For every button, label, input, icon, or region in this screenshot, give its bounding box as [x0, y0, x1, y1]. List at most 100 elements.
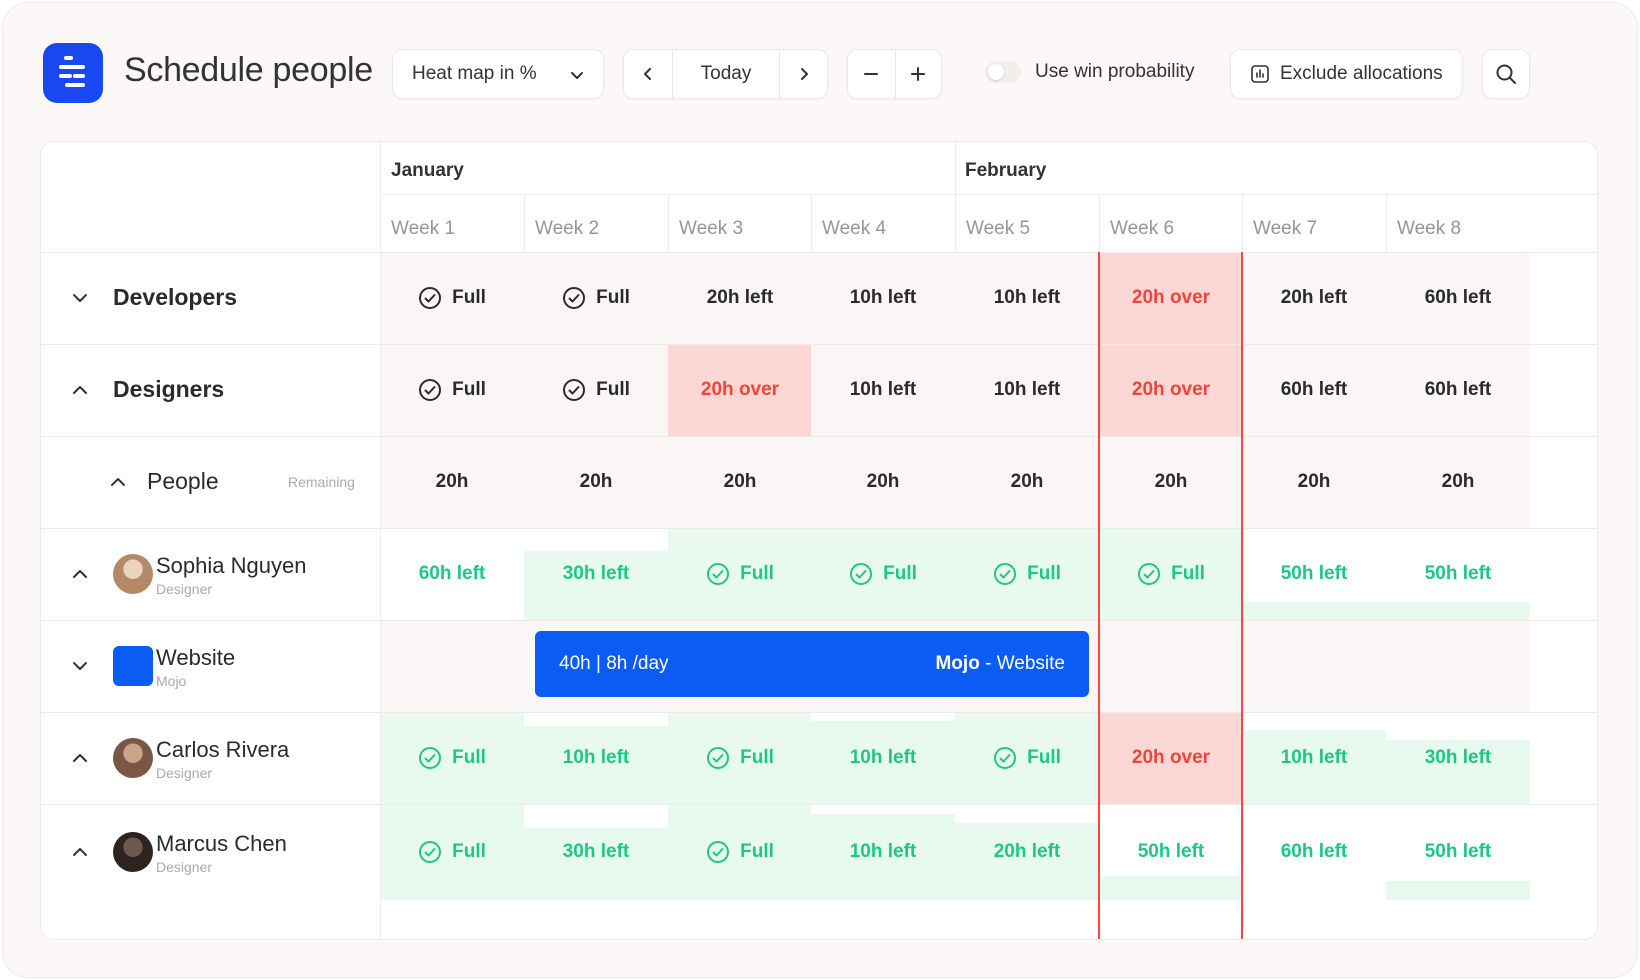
week-cell[interactable]: 10h left	[1242, 712, 1386, 804]
week-cell[interactable]: 50h left	[1099, 804, 1243, 900]
week-cell[interactable]: 60h left	[380, 528, 524, 620]
allocation-booking[interactable]: 40h | 8h /day Mojo - Website	[535, 631, 1089, 697]
week-cell[interactable]: Full	[668, 528, 812, 620]
win-probability-toggle[interactable]: Use win probability	[985, 61, 1194, 83]
project-week-cell[interactable]	[1099, 620, 1243, 712]
person-name[interactable]: Sophia Nguyen	[156, 553, 307, 578]
project-name[interactable]: Website	[156, 645, 236, 670]
search-button[interactable]	[1482, 49, 1530, 99]
week-cell[interactable]: Full	[668, 804, 812, 900]
week-cell[interactable]: 50h left	[1386, 804, 1530, 900]
row-label-developers	[41, 252, 397, 344]
cell-background	[811, 252, 955, 344]
week-cell[interactable]: Full	[380, 712, 524, 804]
cell-background	[811, 344, 955, 436]
week-cell[interactable]: 10h left	[955, 344, 1099, 436]
week-cell[interactable]: 60h left	[1242, 344, 1386, 436]
today-button[interactable]: Today	[671, 50, 779, 98]
capacity-fill	[811, 721, 955, 804]
week-cell[interactable]: 10h left	[811, 344, 955, 436]
zoom-in-button[interactable]	[894, 50, 942, 98]
app-logo[interactable]	[43, 43, 103, 103]
week-cell[interactable]: 60h left	[1242, 804, 1386, 900]
row-label-website	[41, 620, 397, 712]
chevron-up-icon[interactable]	[109, 473, 127, 491]
capacity-fill	[1386, 602, 1530, 620]
row-label-carlos	[41, 712, 397, 804]
week-cell[interactable]: 20h over	[1099, 712, 1243, 804]
people-label: People	[147, 468, 219, 494]
week-cell[interactable]: 60h left	[1386, 252, 1530, 344]
cell-value: 20h left	[993, 841, 1061, 862]
next-button[interactable]	[779, 50, 827, 98]
chevron-up-icon[interactable]	[71, 843, 89, 861]
week-cell[interactable]: 20h	[811, 436, 955, 528]
week-cell[interactable]: Full	[1099, 528, 1243, 620]
week-cell[interactable]: Full	[524, 252, 668, 344]
week-cell[interactable]: Full	[380, 804, 524, 900]
week-cell[interactable]: 10h left	[811, 252, 955, 344]
cell-background	[1242, 344, 1386, 436]
week-cell[interactable]: 30h left	[524, 804, 668, 900]
week-cell[interactable]: Full	[380, 344, 524, 436]
cell-value: Full	[1027, 747, 1061, 768]
week-cell[interactable]: 50h left	[1242, 528, 1386, 620]
check-circle-icon	[707, 747, 730, 769]
cell-value: 20h left	[1280, 287, 1348, 308]
capacity-fill	[1242, 602, 1386, 620]
week-cell[interactable]: 10h left	[524, 712, 668, 804]
chevron-down-icon[interactable]	[71, 289, 89, 307]
week-cell[interactable]: 60h left	[1386, 344, 1530, 436]
chevron-up-icon[interactable]	[71, 749, 89, 767]
week-cell[interactable]: 20h left	[668, 252, 812, 344]
week-cell[interactable]: 20h	[1242, 436, 1386, 528]
week-cell[interactable]: 20h	[1099, 436, 1243, 528]
project-week-cell[interactable]	[380, 620, 524, 712]
week-cell[interactable]: Full	[524, 344, 668, 436]
header-corner	[41, 142, 380, 252]
prev-button[interactable]	[624, 50, 672, 98]
person-name[interactable]: Marcus Chen	[156, 831, 287, 856]
week-cell[interactable]: 20h over	[1099, 252, 1243, 344]
cell-value: Full	[596, 287, 630, 308]
week-cell[interactable]: 10h left	[811, 804, 955, 900]
person-name[interactable]: Carlos Rivera	[156, 737, 290, 762]
week-cell[interactable]: Full	[955, 528, 1099, 620]
zoom-out-button[interactable]	[848, 50, 895, 98]
cell-value: Full	[596, 379, 630, 400]
booking-client: Mojo	[935, 653, 980, 674]
week-cell[interactable]: Full	[668, 712, 812, 804]
week-cell[interactable]: 30h left	[1386, 712, 1530, 804]
week-cell[interactable]: 20h	[524, 436, 668, 528]
check-circle-icon	[419, 841, 442, 863]
week-cell[interactable]: 50h left	[1386, 528, 1530, 620]
week-cell[interactable]: Full	[380, 252, 524, 344]
project-week-cell[interactable]	[1242, 620, 1386, 712]
week-cell[interactable]: 20h over	[668, 344, 812, 436]
week-cell[interactable]: 20h	[668, 436, 812, 528]
chevron-up-icon[interactable]	[71, 381, 89, 399]
cell-value: 10h left	[1280, 747, 1348, 768]
chevron-up-icon[interactable]	[71, 565, 89, 583]
chevron-down-icon[interactable]	[71, 657, 89, 675]
week-cell[interactable]: 20h	[1386, 436, 1530, 528]
week-cell[interactable]: 20h left	[955, 804, 1099, 900]
cell-value: 60h left	[1424, 379, 1492, 400]
week-cell[interactable]: 30h left	[524, 528, 668, 620]
week-cell[interactable]: 10h left	[811, 712, 955, 804]
exclude-allocations-button[interactable]: Exclude allocations	[1230, 49, 1463, 99]
week-cell[interactable]: Full	[955, 712, 1099, 804]
cell-value: 20h over	[700, 379, 780, 400]
week-cell[interactable]: Full	[811, 528, 955, 620]
week-cell[interactable]: 20h	[380, 436, 524, 528]
week-cell[interactable]: 20h	[955, 436, 1099, 528]
cell-background	[1242, 252, 1386, 344]
week-cell[interactable]: 10h left	[955, 252, 1099, 344]
week-cell[interactable]: 20h left	[1242, 252, 1386, 344]
week-cell[interactable]: 20h over	[1099, 344, 1243, 436]
cell-value: 30h left	[562, 841, 630, 862]
toggle-switch[interactable]	[985, 61, 1021, 83]
project-week-cell[interactable]	[1386, 620, 1530, 712]
view-select[interactable]: Heat map in %	[392, 49, 604, 99]
cell-value: Full	[1171, 563, 1205, 584]
